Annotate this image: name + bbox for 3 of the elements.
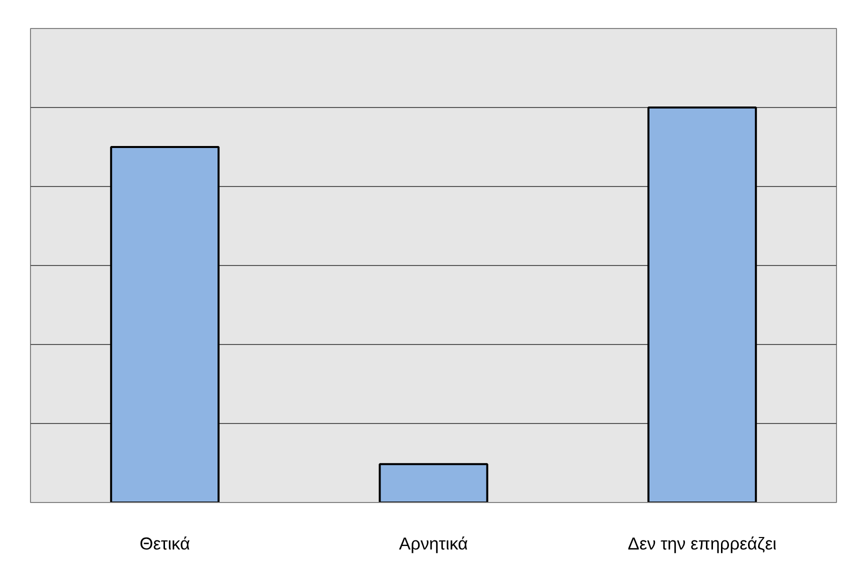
x-tick-label: Αρνητικά [399,534,468,554]
x-tick-label: Δεν την επηρρεάζει [628,534,777,554]
x-tick-label: Θετικά [140,534,190,554]
